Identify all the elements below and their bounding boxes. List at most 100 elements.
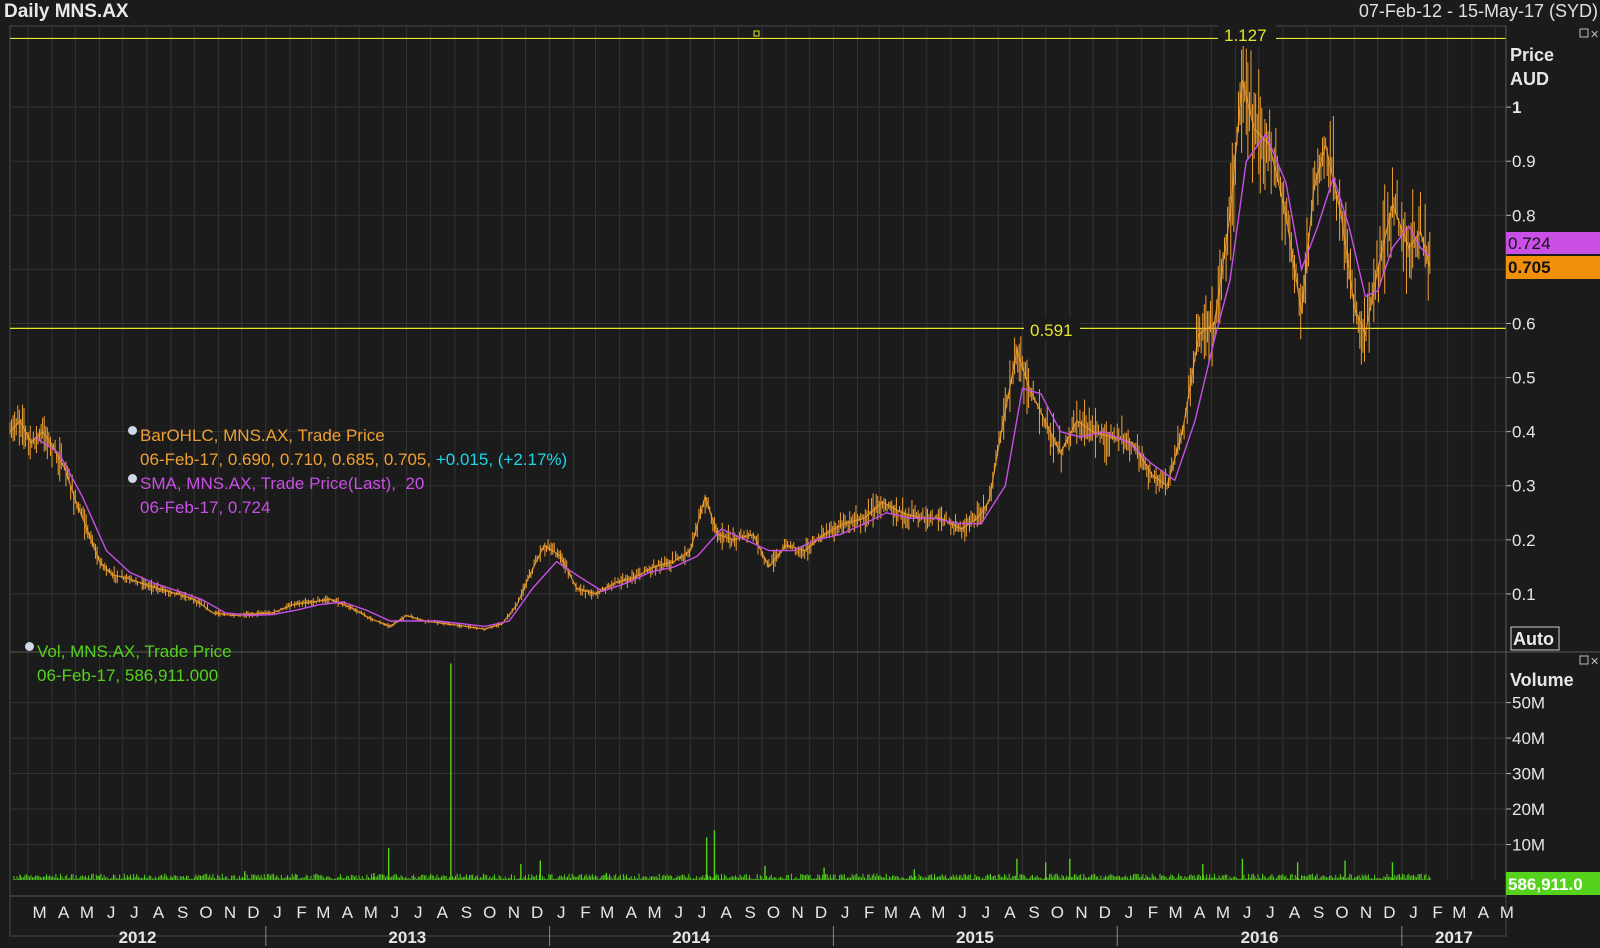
info-icon[interactable] (128, 426, 137, 435)
hline-mid-label: 0.591 (1030, 321, 1073, 340)
month-tick-label: A (58, 903, 70, 922)
month-tick-label: O (767, 903, 780, 922)
month-tick-label: N (792, 903, 804, 922)
close-icon[interactable]: ✕ (1590, 655, 1599, 668)
sma-legend-values: 06-Feb-17, 0.724 (140, 498, 271, 517)
maximize-icon[interactable] (1579, 28, 1589, 38)
bar-legend-values-row: 06-Feb-17, 0.690, 0.710, 0.685, 0.705, +… (128, 448, 567, 472)
price-tick-label: 1 (1512, 98, 1521, 117)
month-tick-label: J (1266, 903, 1275, 922)
auto-scale-button[interactable]: Auto (1513, 629, 1554, 649)
month-tick-label: J (107, 903, 116, 922)
price-axis-title: Price (1510, 45, 1554, 65)
month-tick-label: A (1004, 903, 1016, 922)
month-tick-label: O (199, 903, 212, 922)
month-tick-label: J (982, 903, 991, 922)
month-tick-label: D (815, 903, 827, 922)
month-tick-label: J (273, 903, 282, 922)
chart-header: Daily MNS.AX 07-Feb-12 - 15-May-17 (SYD) (0, 0, 1600, 24)
month-tick-label: N (1075, 903, 1087, 922)
month-tick-label: D (247, 903, 259, 922)
volume-tick-label: 30M (1512, 765, 1545, 784)
volume-tick-label: 40M (1512, 729, 1545, 748)
month-tick-label: S (745, 903, 756, 922)
year-tick-label: 2014 (672, 928, 710, 947)
volume-last-tag: 586,911.0 (1508, 875, 1583, 894)
month-tick-label: A (626, 903, 638, 922)
month-tick-label: A (720, 903, 732, 922)
close-last-tag: 0.705 (1508, 258, 1551, 277)
month-tick-label: O (1051, 903, 1064, 922)
price-tick-label: 0.1 (1512, 585, 1536, 604)
price-series (9, 27, 1431, 632)
price-tick-label: 0.9 (1512, 152, 1536, 171)
month-tick-label: M (648, 903, 662, 922)
bar-legend-title-row: BarOHLC, MNS.AX, Trade Price (128, 424, 567, 448)
month-tick-label: A (437, 903, 449, 922)
grid (10, 26, 1506, 880)
month-tick-label: J (674, 903, 683, 922)
hline-handle[interactable] (753, 30, 760, 37)
price-tick-label: 0.4 (1512, 423, 1536, 442)
volume-tick-label: 10M (1512, 836, 1545, 855)
close-icon[interactable]: ✕ (1590, 28, 1599, 41)
month-tick-label: D (1099, 903, 1111, 922)
volume-legend[interactable]: Vol, MNS.AX, Trade Price 06-Feb-17, 586,… (25, 640, 232, 688)
month-tick-label: M (884, 903, 898, 922)
month-tick-label: D (1383, 903, 1395, 922)
bar-legend-values: 06-Feb-17, 0.690, 0.710, 0.685, 0.705, (140, 450, 432, 469)
volume-legend-values: 06-Feb-17, 586,911.000 (37, 666, 219, 685)
month-tick-label: S (1313, 903, 1324, 922)
month-tick-label: N (224, 903, 236, 922)
month-tick-label: M (931, 903, 945, 922)
month-tick-label: M (32, 903, 46, 922)
month-tick-label: O (483, 903, 496, 922)
month-tick-label: A (342, 903, 354, 922)
month-tick-label: J (414, 903, 423, 922)
price-tick-label: 0.3 (1512, 477, 1536, 496)
volume-axis-title: Volume (1510, 670, 1574, 690)
month-tick-label: J (391, 903, 400, 922)
hline-top-label-bg (1218, 24, 1276, 46)
sma-series (34, 132, 1431, 628)
month-tick-label: J (557, 903, 566, 922)
maximize-icon[interactable] (1579, 655, 1589, 665)
month-tick-label: J (1125, 903, 1134, 922)
month-tick-label: F (296, 903, 306, 922)
hline-mid-label-bg (1024, 318, 1080, 340)
price-legend[interactable]: BarOHLC, MNS.AX, Trade Price 06-Feb-17, … (128, 424, 567, 520)
volume-panel-controls[interactable]: ✕ (1579, 655, 1599, 668)
price-close-path (9, 79, 1431, 630)
month-tick-label: N (1360, 903, 1372, 922)
price-panel-controls[interactable]: ✕ (1579, 28, 1599, 41)
month-tick-label: N (508, 903, 520, 922)
month-tick-label: A (1194, 903, 1206, 922)
month-tick-label: J (958, 903, 967, 922)
month-tick-label: O (1335, 903, 1348, 922)
sma-last-tag-bg (1506, 232, 1600, 254)
price-tick-label: 0.6 (1512, 314, 1536, 333)
sma-legend-title-row: SMA, MNS.AX, Trade Price(Last), 20 (128, 472, 567, 496)
sma-legend-title: SMA, MNS.AX, Trade Price(Last), (140, 474, 397, 493)
month-tick-label: J (130, 903, 139, 922)
month-tick-label: F (1432, 903, 1442, 922)
month-tick-label: J (1409, 903, 1418, 922)
price-axis-unit: AUD (1510, 69, 1549, 89)
month-tick-label: M (600, 903, 614, 922)
auto-scale-button-frame[interactable] (1510, 626, 1560, 651)
year-tick-label: 2013 (388, 928, 426, 947)
info-icon[interactable] (128, 474, 137, 483)
volume-legend-title-row: Vol, MNS.AX, Trade Price (25, 640, 232, 664)
sma-last-tag: 0.724 (1508, 234, 1551, 253)
month-tick-label: M (1452, 903, 1466, 922)
month-tick-label: J (841, 903, 850, 922)
month-tick-label: A (909, 903, 921, 922)
info-icon[interactable] (25, 642, 34, 651)
month-tick-label: S (1028, 903, 1039, 922)
chart-title: Daily MNS.AX (4, 1, 129, 22)
month-tick-label: S (461, 903, 472, 922)
close-last-tag-bg (1506, 256, 1600, 279)
date-range: 07-Feb-12 - 15-May-17 (SYD) (1358, 1, 1598, 21)
